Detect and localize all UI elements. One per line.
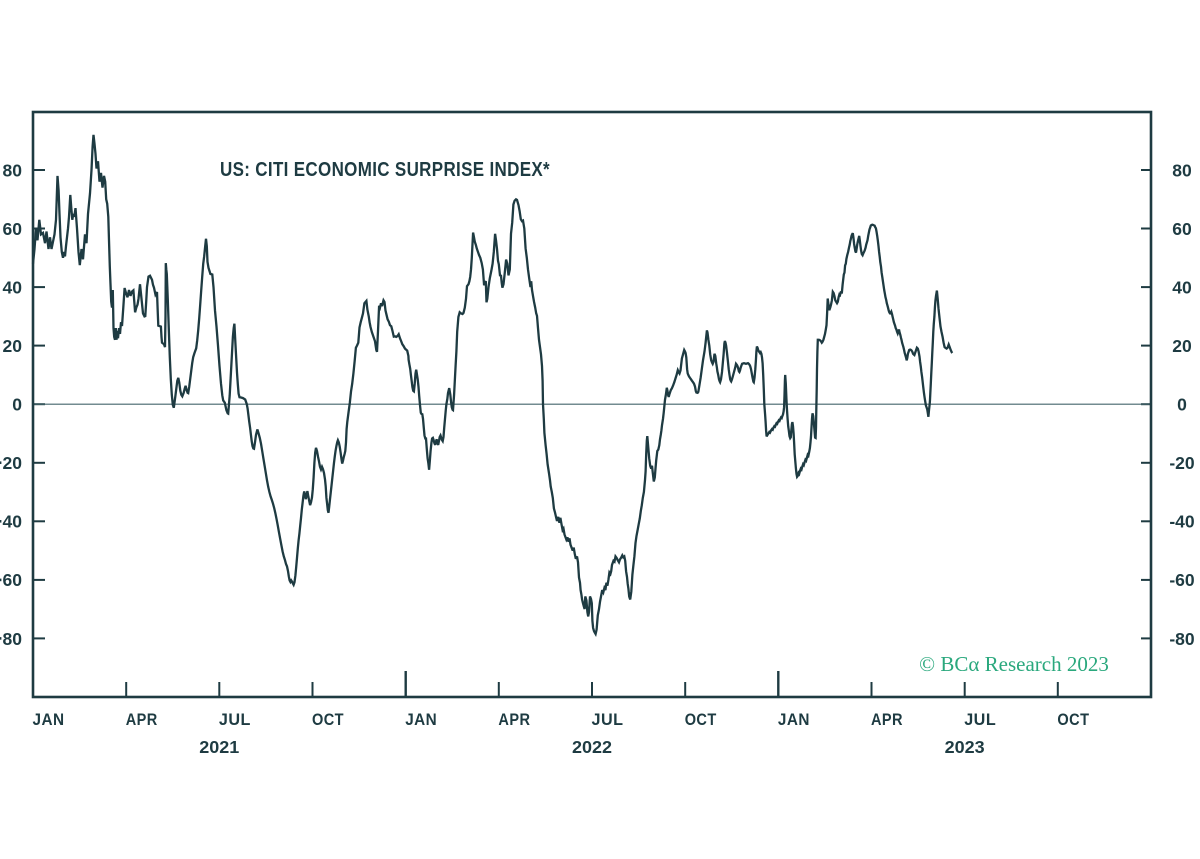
svg-text:-20: -20 bbox=[1169, 453, 1195, 473]
svg-text:20: 20 bbox=[3, 453, 23, 473]
svg-text:JUL: JUL bbox=[219, 710, 251, 729]
svg-text:20: 20 bbox=[1172, 336, 1192, 356]
svg-text:APR: APR bbox=[871, 710, 903, 729]
svg-text:60: 60 bbox=[3, 219, 23, 239]
svg-text:JUL: JUL bbox=[592, 710, 624, 729]
svg-text:2022: 2022 bbox=[572, 737, 612, 757]
svg-text:-40: -40 bbox=[1169, 512, 1195, 532]
svg-text:JUL: JUL bbox=[964, 710, 996, 729]
svg-text:APR: APR bbox=[126, 710, 158, 729]
svg-text:60: 60 bbox=[1172, 219, 1192, 239]
svg-text:40: 40 bbox=[3, 512, 23, 532]
svg-text:40: 40 bbox=[3, 278, 23, 298]
svg-text:JAN: JAN bbox=[33, 710, 65, 729]
svg-text:JAN: JAN bbox=[778, 710, 810, 729]
svg-text:20: 20 bbox=[3, 336, 23, 356]
svg-text:OCT: OCT bbox=[312, 710, 344, 729]
svg-text:-80: -80 bbox=[1169, 629, 1195, 649]
svg-text:2023: 2023 bbox=[945, 737, 985, 757]
svg-text:40: 40 bbox=[1172, 278, 1192, 298]
svg-text:0: 0 bbox=[1177, 395, 1187, 415]
svg-text:2021: 2021 bbox=[199, 737, 239, 757]
svg-text:© BCα Research 2023: © BCα Research 2023 bbox=[919, 652, 1109, 676]
svg-text:APR: APR bbox=[498, 710, 530, 729]
svg-text:OCT: OCT bbox=[685, 710, 717, 729]
svg-text:80: 80 bbox=[1172, 160, 1192, 180]
svg-text:0: 0 bbox=[12, 395, 22, 415]
svg-text:80: 80 bbox=[3, 160, 23, 180]
svg-text:US: CITI ECONOMIC SURPRISE IND: US: CITI ECONOMIC SURPRISE INDEX* bbox=[220, 158, 550, 181]
svg-text:80: 80 bbox=[3, 629, 23, 649]
svg-text:OCT: OCT bbox=[1057, 710, 1089, 729]
svg-text:60: 60 bbox=[3, 570, 23, 590]
svg-text:-60: -60 bbox=[1169, 570, 1195, 590]
svg-text:JAN: JAN bbox=[405, 710, 437, 729]
